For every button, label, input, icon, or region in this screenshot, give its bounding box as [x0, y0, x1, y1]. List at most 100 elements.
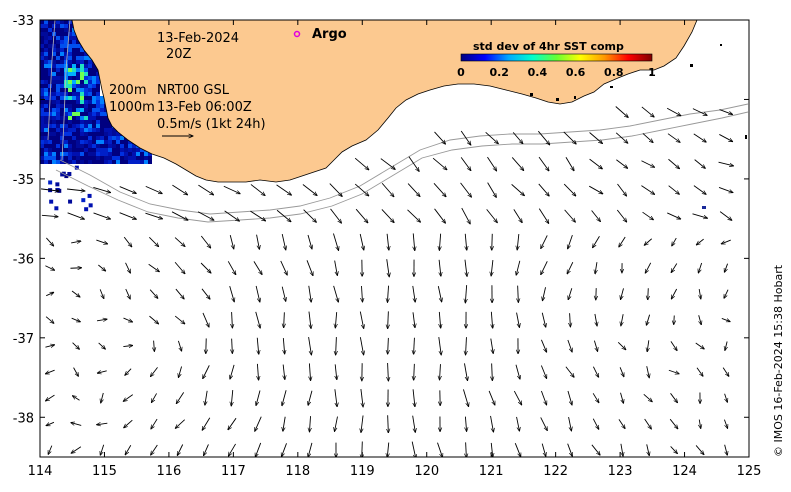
current-arrow	[407, 183, 420, 197]
current-arrow	[361, 415, 363, 433]
current-arrow	[334, 389, 337, 406]
current-arrow	[568, 288, 573, 299]
sst-pixel	[100, 156, 104, 160]
sst-pixel	[112, 132, 116, 136]
sst-pixel	[56, 84, 60, 88]
sst-pixel	[72, 76, 76, 80]
sst-pixel	[72, 108, 76, 112]
current-arrow	[643, 393, 652, 401]
current-arrow	[488, 390, 495, 405]
sst-pixel	[56, 160, 60, 164]
y-tick-label: -35	[13, 173, 34, 188]
sst-pixel	[48, 144, 52, 148]
current-arrow	[283, 416, 286, 432]
current-arrow	[511, 184, 525, 195]
current-arrow	[150, 367, 158, 376]
sst-pixel	[96, 112, 100, 116]
current-arrow	[724, 263, 728, 273]
current-arrow	[359, 311, 363, 329]
sst-pixel	[100, 136, 104, 140]
sst-pixel	[56, 88, 60, 92]
sst-pixel	[44, 132, 48, 136]
sst-pixel	[72, 96, 76, 100]
sst-pixel	[56, 80, 60, 84]
sst-pixel	[120, 160, 124, 164]
sst-pixel	[80, 64, 84, 68]
sst-pixel	[76, 52, 80, 56]
colorbar-tick-label: 0.8	[604, 66, 624, 79]
sst-pixel	[96, 72, 100, 76]
current-arrow	[589, 158, 603, 169]
sst-pixel	[92, 148, 96, 152]
current-arrow	[542, 287, 546, 301]
x-tick-label: 125	[737, 464, 762, 479]
sst-pixel	[40, 84, 44, 88]
sst-pixel	[56, 44, 60, 48]
current-arrow	[516, 260, 521, 275]
current-arrow	[642, 133, 653, 142]
current-arrow	[48, 445, 53, 455]
sst-pixel	[120, 156, 124, 160]
current-arrow	[71, 446, 82, 454]
sst-pixel	[76, 116, 80, 120]
current-arrow	[204, 444, 209, 455]
sst-pixel	[64, 60, 68, 64]
current-arrow	[231, 390, 233, 406]
sst-pixel	[44, 152, 48, 156]
sst-pixel	[104, 132, 108, 136]
sst-pixel	[128, 144, 132, 148]
sst-pixel	[68, 92, 72, 96]
current-arrow	[615, 132, 628, 143]
sst-pixel	[84, 72, 88, 76]
current-arrow	[465, 285, 466, 303]
current-arrow	[67, 189, 85, 191]
sst-pixel	[84, 144, 88, 148]
sst-pixel	[52, 124, 56, 128]
y-tick-label: -34	[13, 93, 34, 108]
x-tick-label: 118	[285, 464, 310, 479]
sst-pixel	[56, 40, 60, 44]
sst-pixel	[96, 160, 100, 164]
current-arrow	[540, 339, 546, 352]
current-arrow	[154, 340, 155, 352]
current-arrow	[465, 416, 466, 432]
sst-pixel	[116, 136, 120, 140]
sst-pixel	[76, 144, 80, 148]
current-arrow	[333, 233, 338, 251]
sst-pixel	[92, 100, 96, 104]
sst-pixel	[88, 112, 92, 116]
current-arrow	[148, 263, 160, 272]
sst-pixel	[68, 148, 72, 152]
sst-pixel	[92, 120, 96, 124]
x-tick-label: 115	[92, 464, 117, 479]
current-arrow	[198, 184, 213, 195]
sst-pixel	[104, 116, 108, 120]
sst-pixel	[96, 92, 100, 96]
current-arrow	[538, 156, 549, 171]
sst-pixel	[80, 88, 84, 92]
current-arrow	[174, 237, 185, 247]
sst-pixel	[68, 88, 72, 92]
current-arrow	[46, 394, 55, 401]
sst-pixel	[88, 120, 92, 124]
sst-pixel	[64, 88, 68, 92]
current-arrow	[176, 392, 185, 403]
current-arrow	[567, 261, 574, 274]
current-arrow	[71, 423, 82, 426]
coastal-dots	[530, 44, 747, 209]
sst-pixel	[56, 124, 60, 128]
sst-pixel	[92, 72, 96, 76]
sst-pixel	[64, 148, 68, 152]
sst-pixel	[68, 100, 72, 104]
sst-pixel	[67, 171, 72, 176]
current-arrow	[123, 317, 133, 322]
sst-pixel	[81, 198, 86, 203]
sst-pixel	[60, 28, 64, 32]
sst-pixel	[104, 136, 108, 140]
current-arrow	[617, 341, 626, 349]
sst-pixel	[64, 152, 68, 156]
current-arrow	[202, 312, 209, 327]
sst-pixel	[72, 124, 76, 128]
current-arrow	[641, 160, 654, 167]
sst-pixel	[68, 36, 72, 40]
